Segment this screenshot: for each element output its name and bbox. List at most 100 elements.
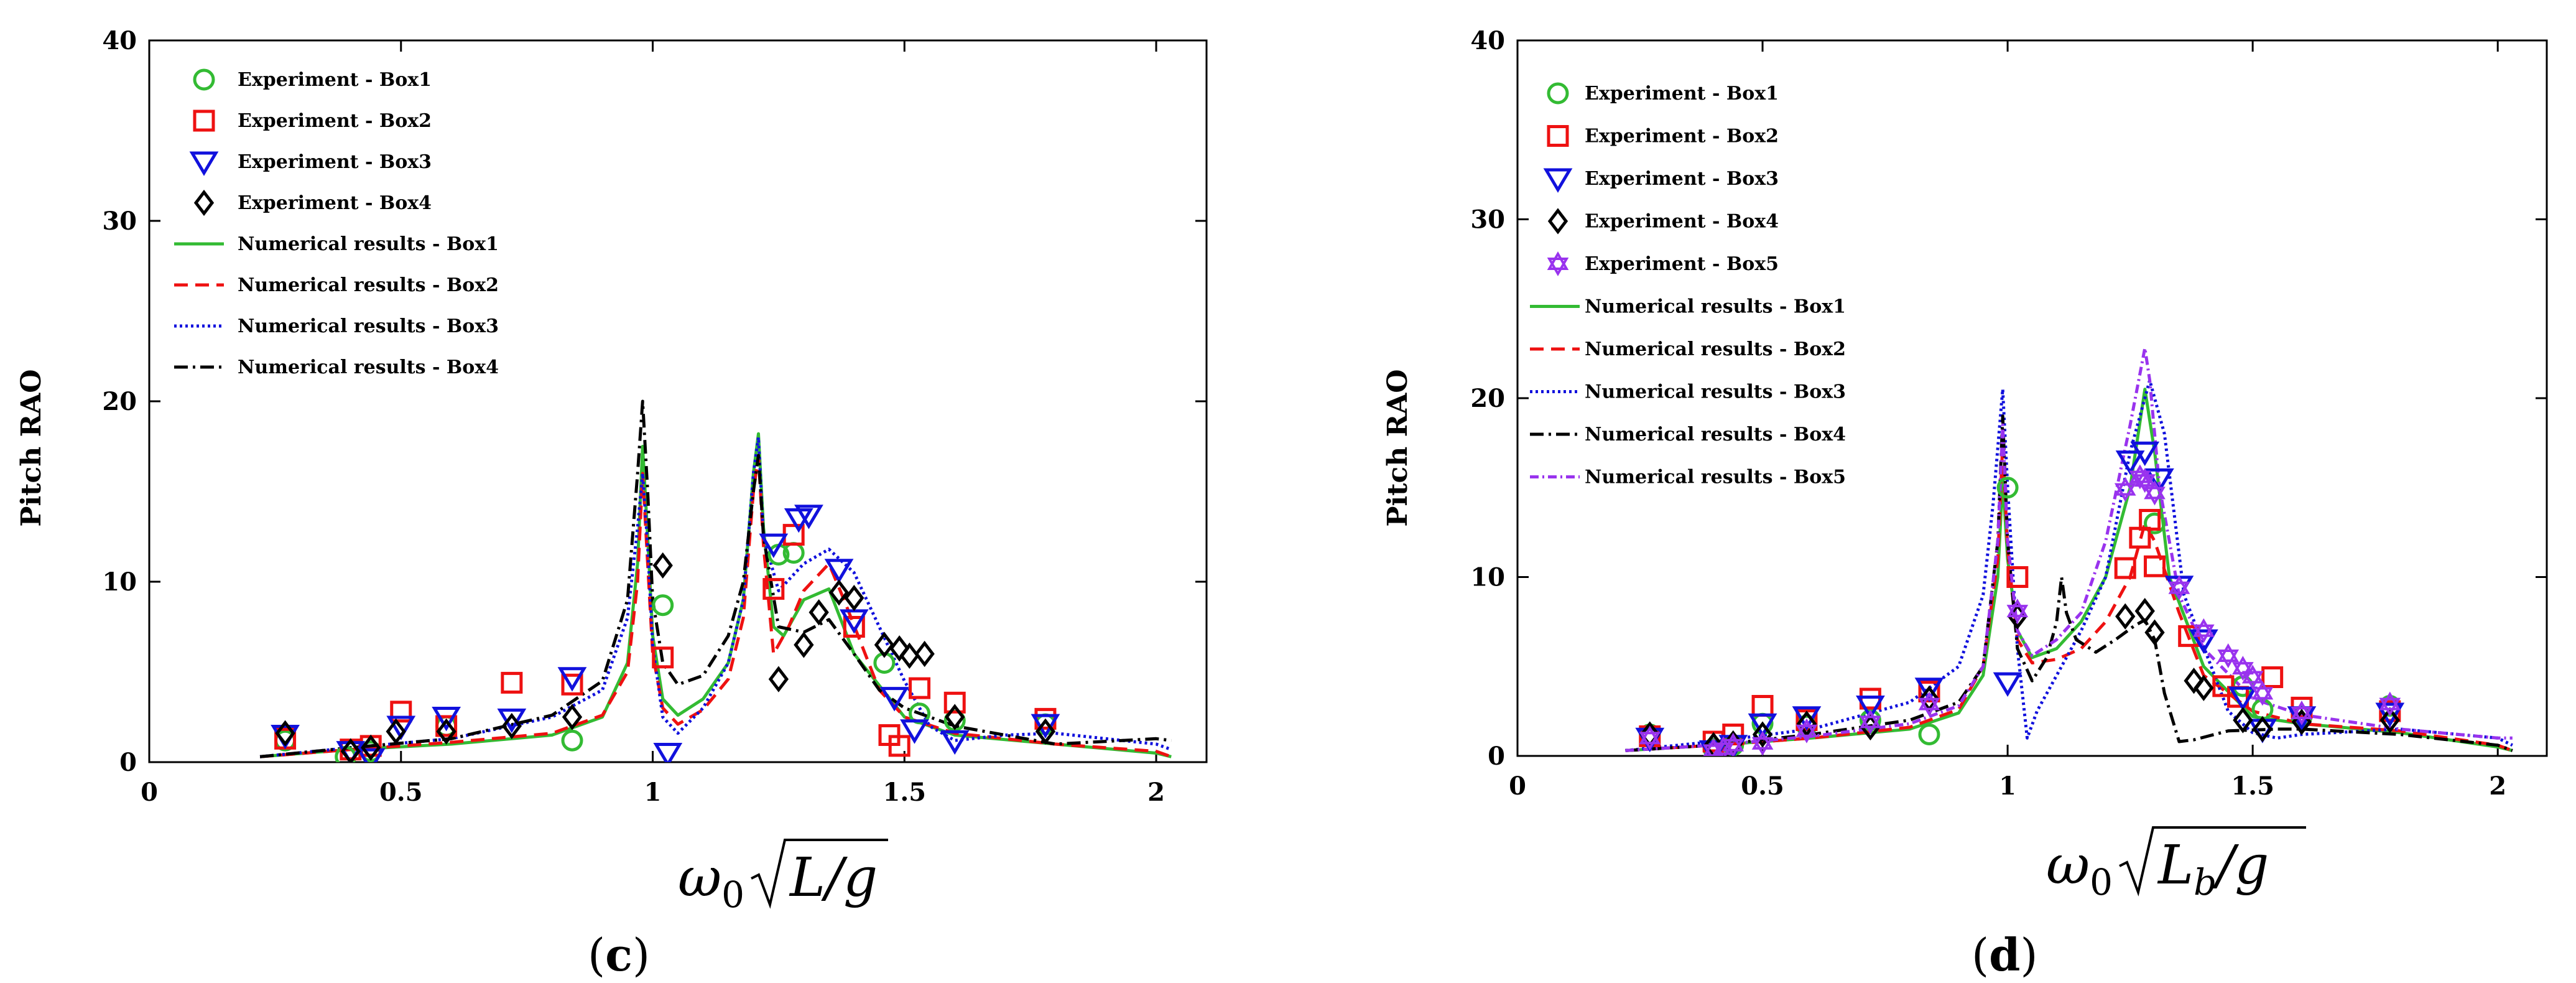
data-point-box4 — [889, 635, 910, 662]
legend-marker-box4 — [1547, 208, 1568, 235]
legend-label: Experiment - Box3 — [238, 151, 432, 173]
legend-item: Numerical results - Box1 — [174, 233, 499, 255]
legend-marker-box4 — [193, 189, 215, 217]
series-line-box3 — [259, 436, 1172, 758]
data-point-box3 — [386, 715, 416, 740]
legend-item: Numerical results - Box4 — [174, 356, 499, 378]
data-point-box1 — [909, 702, 931, 725]
legend-label: Experiment - Box1 — [1585, 83, 1779, 105]
x-tick-label: 0.5 — [1741, 771, 1784, 801]
x-tick-label: 0 — [141, 778, 158, 807]
data-point-box2 — [888, 735, 910, 757]
data-point-box5-part — [1751, 730, 1774, 750]
data-point-box4 — [844, 584, 864, 612]
data-point-box5-part — [1751, 737, 1774, 756]
data-point-box4 — [2379, 707, 2400, 734]
data-point-box5-part — [2291, 701, 2313, 719]
x-tick-label: 1 — [644, 778, 662, 807]
y-tick-label: 0 — [119, 748, 137, 777]
data-point-box5-part — [1722, 738, 1744, 756]
data-point-box5-part — [2134, 474, 2156, 493]
x-axis-label-text: ω0 — [2046, 834, 2113, 903]
legend-item: Numerical results - Box2 — [1530, 338, 1846, 360]
legend-label: Numerical results - Box1 — [238, 233, 499, 255]
data-point-box4 — [914, 640, 935, 668]
data-point-box1 — [561, 729, 583, 752]
data-point-box4 — [501, 712, 522, 740]
legend-marker-box5 — [1547, 251, 1569, 276]
chart-panel-c: 0 10 20 30 40 0 0.5 1 1.5 2 Pitch RAO ω0 L/g (c) Exper… — [16, 26, 1208, 981]
legend-label: Numerical results - Box4 — [1585, 424, 1846, 445]
legend: Experiment - Box1 Experiment - Box2 Experi… — [174, 68, 499, 378]
data-point-box5-part — [1795, 724, 1818, 743]
data-point-box5-part — [2379, 697, 2401, 717]
data-point-box1 — [1996, 477, 2019, 499]
data-point-box5-part — [2114, 483, 2136, 502]
data-point-box3 — [432, 707, 461, 732]
data-point-box3 — [940, 730, 970, 755]
data-point-box5-part — [1918, 697, 1940, 717]
x-tick-label: 1.5 — [2231, 771, 2274, 801]
data-point-box4 — [1035, 718, 1056, 745]
sqrt-sign — [751, 839, 888, 909]
plot-frame — [148, 39, 1208, 763]
data-point-box3 — [1914, 678, 1944, 702]
legend-marker-box1 — [1547, 82, 1569, 105]
y-tick-label: 30 — [102, 207, 137, 236]
legend-label: Experiment - Box5 — [1585, 253, 1779, 275]
data-point-box5-part — [2006, 605, 2029, 624]
data-point-box2 — [2139, 509, 2161, 531]
legend-item: Numerical results - Box3 — [174, 315, 499, 337]
data-point-box2 — [501, 671, 523, 694]
panel-caption: (c) — [588, 928, 650, 981]
legend-label: Experiment - Box1 — [238, 69, 432, 91]
data-point-box3 — [653, 743, 683, 762]
data-point-box5 — [1751, 730, 1774, 756]
data-point-box5 — [2193, 618, 2215, 643]
legend-item: Experiment - Box1 — [1547, 82, 1779, 105]
data-point-box5 — [2232, 656, 2254, 681]
data-point-box4 — [340, 738, 361, 762]
data-point-box3 — [1792, 706, 1822, 731]
x-axis-label-text: ω0 — [678, 847, 744, 916]
plot-area — [1625, 347, 2513, 756]
data-point-box4 — [1639, 721, 1660, 748]
legend-marker-box2 — [193, 109, 215, 132]
data-point-box3 — [794, 505, 823, 529]
legend-marker-box5-part — [1547, 251, 1569, 270]
legend-label: Experiment - Box4 — [238, 192, 432, 214]
legend-label: Numerical results - Box2 — [238, 274, 499, 296]
y-tick-label: 20 — [102, 387, 137, 416]
x-axis-label: ω0 L/g — [678, 839, 888, 916]
data-point-box2 — [1751, 695, 1774, 717]
data-point-box5-part — [2168, 575, 2190, 594]
data-point-box4 — [1796, 710, 1817, 737]
legend-item: Experiment - Box4 — [1547, 208, 1779, 235]
y-tick-label: 30 — [1470, 205, 1505, 235]
data-point-box5-part — [1722, 732, 1744, 752]
data-point-box5 — [1639, 725, 1661, 751]
data-point-box5 — [2251, 681, 2274, 706]
legend-label: Numerical results - Box4 — [238, 356, 499, 378]
data-point-box3 — [557, 667, 587, 692]
data-point-box5-part — [1860, 709, 1881, 729]
data-point-box4 — [275, 720, 295, 747]
data-point-box5-part — [2193, 624, 2215, 643]
legend-marker-box3 — [189, 151, 219, 176]
y-tick-label: 10 — [1470, 563, 1505, 592]
data-point-box4 — [2184, 668, 2204, 694]
data-point-box2 — [943, 691, 966, 714]
data-point-box5-part — [1795, 718, 1818, 737]
data-point-box4 — [2194, 674, 2214, 701]
data-point-box2 — [2261, 666, 2284, 688]
y-tick-label: 40 — [102, 26, 137, 55]
data-point-box5-part — [2114, 477, 2136, 496]
legend-item: Experiment - Box5 — [1547, 251, 1779, 276]
legend-label: Experiment - Box3 — [1585, 168, 1779, 190]
legend: Experiment - Box1 Experiment - Box2 Experi… — [1530, 82, 1846, 488]
data-point-box4 — [436, 718, 456, 745]
legend-label: Numerical results - Box3 — [1585, 381, 1846, 403]
legend-marker-box2 — [1547, 125, 1569, 147]
data-point-box2 — [2144, 555, 2166, 577]
